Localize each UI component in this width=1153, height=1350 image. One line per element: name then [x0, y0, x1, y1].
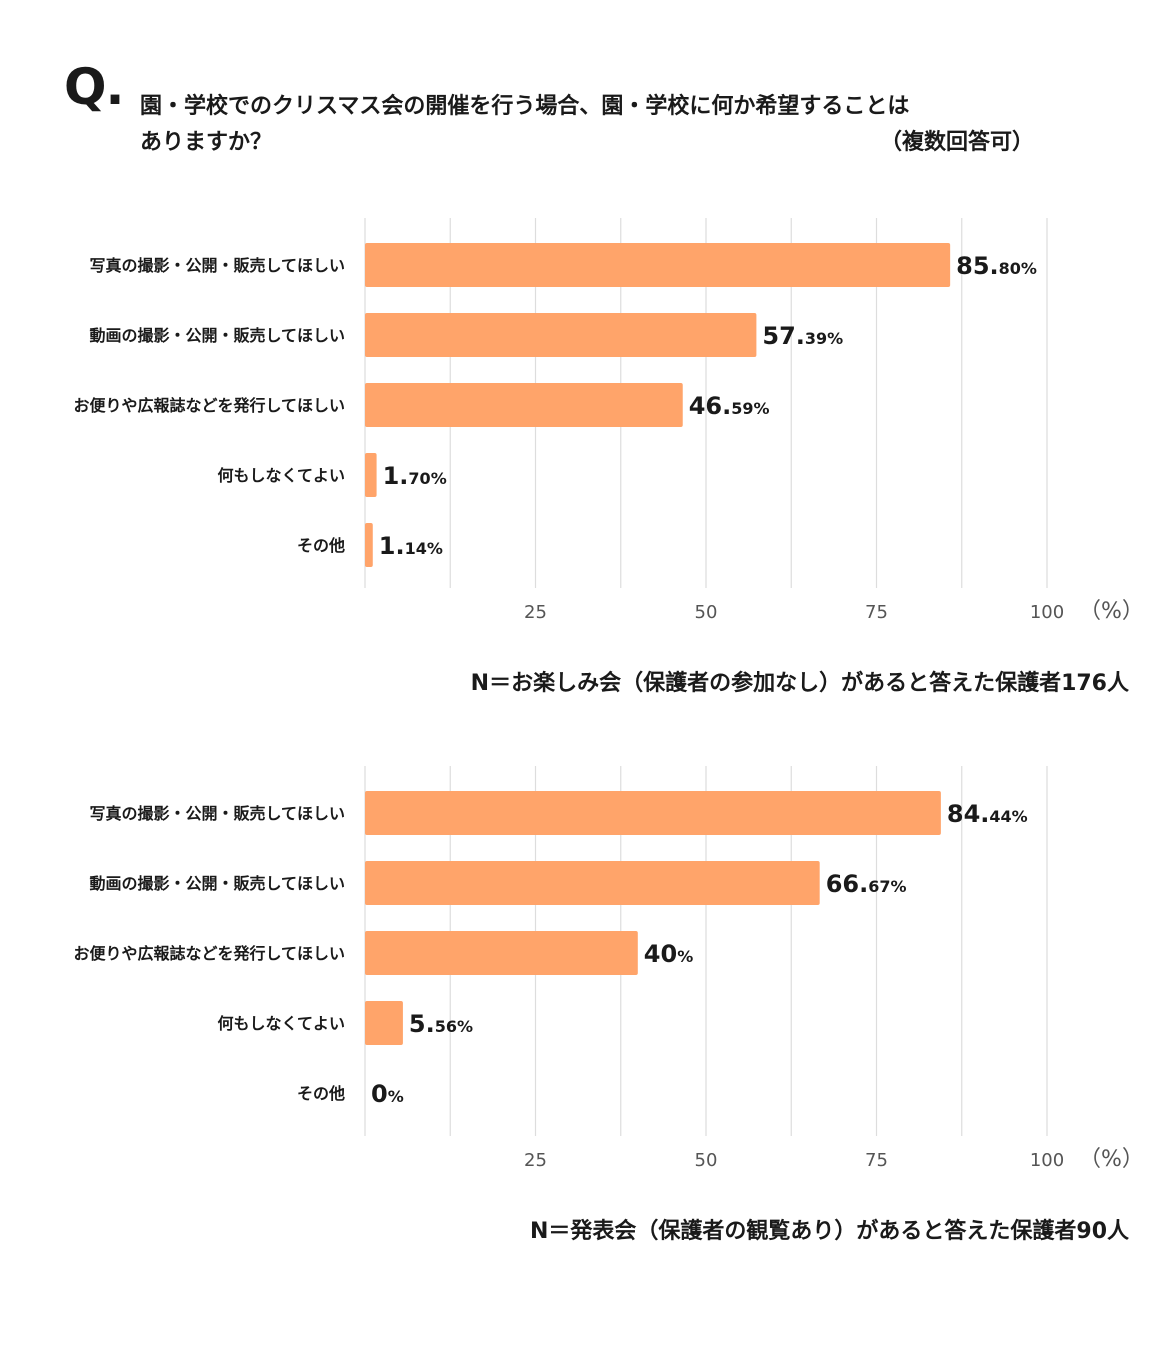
category-label: 何もしなくてよい — [217, 1014, 345, 1033]
x-axis-unit: （%） — [1079, 1147, 1144, 1172]
chart-1-plot: 25 50 75 100 （%） 写真の撮影・公開・販売してほしい 85.80% 動画の撮影・… — [73, 218, 1144, 624]
value-label: 1.14% — [379, 532, 443, 560]
category-label: 写真の撮影・公開・販売してほしい — [89, 256, 345, 275]
bar — [365, 1001, 403, 1045]
x-tick-label: 50 — [695, 1150, 718, 1171]
x-tick-label: 25 — [524, 1150, 547, 1171]
category-label: その他 — [297, 1084, 345, 1103]
chart-1: 25 50 75 100 （%） 写真の撮影・公開・販売してほしい 85.80% 動画の撮影・… — [0, 210, 1153, 696]
bar — [365, 453, 377, 497]
category-label: 動画の撮影・公開・販売してほしい — [89, 326, 345, 345]
bar — [365, 523, 373, 567]
category-label: 動画の撮影・公開・販売してほしい — [89, 874, 345, 893]
value-label: 57.39% — [762, 322, 843, 350]
value-label: 66.67% — [826, 870, 907, 898]
category-label: 何もしなくてよい — [217, 466, 345, 485]
value-label: 40% — [644, 940, 693, 968]
x-axis-unit: （%） — [1079, 599, 1144, 624]
chart-2: 25 50 75 100 （%） 写真の撮影・公開・販売してほしい 84.44% 動画の撮影・… — [0, 758, 1153, 1244]
chart-2-sample-note: N＝発表会（保護者の観覧あり）があると答えた保護者90人 — [529, 1219, 1129, 1244]
bar — [365, 931, 638, 975]
bar — [365, 861, 820, 905]
bar — [365, 243, 951, 287]
question-text-line1: 園・学校でのクリスマス会の開催を行う場合、園・学校に何か希望することは — [140, 94, 910, 119]
category-label: その他 — [297, 536, 345, 555]
category-label: お便りや広報誌などを発行してほしい — [73, 944, 345, 963]
bar — [365, 383, 683, 427]
value-label: 1.70% — [383, 462, 447, 490]
x-tick-label: 100 — [1030, 1150, 1064, 1171]
value-label: 46.59% — [689, 392, 770, 420]
question-mark: Q. — [64, 58, 124, 116]
value-label: 84.44% — [947, 800, 1028, 828]
bar — [365, 313, 757, 357]
category-label: 写真の撮影・公開・販売してほしい — [89, 804, 345, 823]
chart-1-sample-note: N＝お楽しみ会（保護者の参加なし）があると答えた保護者176人 — [470, 671, 1129, 696]
chart-2-plot: 25 50 75 100 （%） 写真の撮影・公開・販売してほしい 84.44% 動画の撮影・… — [73, 766, 1144, 1172]
value-label: 5.56% — [409, 1010, 473, 1038]
category-label: お便りや広報誌などを発行してほしい — [73, 396, 345, 415]
x-tick-label: 50 — [695, 602, 718, 623]
bar — [365, 791, 941, 835]
x-tick-label: 75 — [865, 602, 888, 623]
x-tick-label: 75 — [865, 1150, 888, 1171]
value-label: 0% — [371, 1080, 404, 1108]
x-tick-label: 100 — [1030, 602, 1064, 623]
x-tick-label: 25 — [524, 602, 547, 623]
value-label: 85.80% — [956, 252, 1037, 280]
multiple-answer-note: （複数回答可） — [880, 130, 1035, 155]
question-text-line2: ありますか？ — [140, 130, 273, 155]
